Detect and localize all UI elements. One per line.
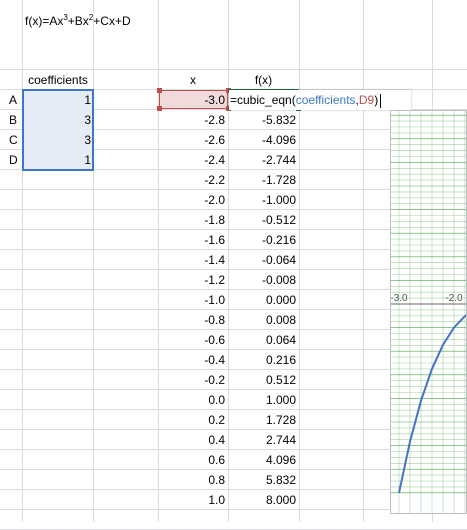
x-value-cell[interactable]: -2.0 (204, 193, 225, 207)
grid-row-line (0, 129, 467, 130)
x-value-cell[interactable]: -0.8 (204, 313, 225, 327)
fx-value-cell[interactable]: 0.512 (265, 373, 296, 387)
chart-tick-label: -2.0 (445, 293, 463, 304)
fx-value-cell[interactable]: 0.000 (265, 293, 296, 307)
grid-row-line (0, 149, 467, 150)
grid-col-line (158, 0, 159, 522)
x-value-cell[interactable]: -2.4 (204, 153, 225, 167)
fx-value-cell[interactable]: 2.744 (265, 433, 296, 447)
coefficient-value-c[interactable]: 3 (84, 133, 91, 147)
x-value-cell[interactable]: 0.0 (208, 393, 225, 407)
chart-tick-label: -3.0 (391, 293, 408, 304)
x-value-cell[interactable]: 1.0 (208, 493, 225, 507)
grid-col-line (22, 0, 23, 522)
formula-separator: , (355, 93, 359, 107)
grid-row-line (0, 349, 467, 350)
fx-value-cell[interactable]: -0.216 (261, 233, 296, 247)
fx-value-cell[interactable]: 5.832 (265, 473, 296, 487)
x-value-cell[interactable]: -1.2 (204, 273, 225, 287)
coefficient-label-a[interactable]: A (9, 93, 18, 107)
grid-row-line (0, 269, 467, 270)
grid-row-line (0, 489, 467, 490)
coefficient-label-b[interactable]: B (9, 113, 18, 127)
fx-value-cell[interactable]: 0.064 (265, 333, 296, 347)
grid-row-line (0, 469, 467, 470)
fx-value-cell[interactable]: 1.728 (265, 413, 296, 427)
fx-value-cell[interactable]: 8.000 (265, 493, 296, 507)
fx-value-cell[interactable]: -5.832 (261, 113, 296, 127)
formula-title: f(x)=Ax3+Bx2+Cx+D (25, 13, 131, 29)
fx-value-cell[interactable]: -2.744 (261, 153, 296, 167)
x-value-cell[interactable]: 0.8 (208, 473, 225, 487)
grid-row-line (0, 249, 467, 250)
fx-value-cell[interactable]: 0.216 (265, 353, 296, 367)
x-header[interactable]: x (190, 73, 196, 87)
grid-row-line (0, 429, 467, 430)
x-value-cell[interactable]: 0.4 (208, 433, 225, 447)
x-value-cell[interactable]: -0.6 (204, 333, 225, 347)
x-value-cell[interactable]: -2.8 (204, 113, 225, 127)
grid-row-line (0, 69, 467, 70)
x-value-cell[interactable]: -0.4 (204, 353, 225, 367)
coefficients-range-fill (23, 90, 94, 171)
grid-row-line (0, 389, 467, 390)
fx-value-cell[interactable]: -0.512 (261, 213, 296, 227)
grid-row-line (0, 209, 467, 210)
fx-value-cell[interactable]: 0.008 (265, 313, 296, 327)
fx-value-cell[interactable]: 1.000 (265, 393, 296, 407)
range-handle[interactable] (157, 88, 162, 93)
text-caret (380, 93, 382, 108)
x-value-cell[interactable]: -1.6 (204, 233, 225, 247)
grid-row-line (0, 509, 467, 510)
coefficient-value-b[interactable]: 3 (84, 113, 91, 127)
x-value-cell[interactable]: -2.2 (204, 173, 225, 187)
grid-col-line (93, 0, 94, 522)
range-handle[interactable] (157, 106, 162, 111)
formula-arg-coefficients: coefficients (295, 93, 356, 107)
coefficient-label-c[interactable]: C (9, 133, 18, 147)
grid-col-line (228, 0, 229, 522)
x-value-cell[interactable]: -0.2 (204, 373, 225, 387)
grid-row-line (0, 309, 467, 310)
coefficient-value-a[interactable]: 1 (84, 93, 91, 107)
grid-row-line (0, 229, 467, 230)
grid-row-line (0, 189, 467, 190)
grid-row-line (0, 289, 467, 290)
grid-row-line (0, 449, 467, 450)
fx-value-cell[interactable]: -4.096 (261, 133, 296, 147)
formula-close-paren: ) (374, 93, 379, 107)
x-value-cell[interactable]: 0.6 (208, 453, 225, 467)
fx-value-cell[interactable]: 4.096 (265, 453, 296, 467)
x-value-cell[interactable]: -3.0 (204, 93, 225, 107)
referenced-cell-d9[interactable] (159, 90, 228, 109)
grid-col-line (363, 0, 364, 522)
grid-col-line (299, 0, 300, 522)
formula-function: =cubic_eqn( (230, 93, 296, 107)
x-value-cell[interactable]: -1.4 (204, 253, 225, 267)
coefficients-range-highlight (22, 89, 94, 171)
coefficient-label-d[interactable]: D (9, 153, 18, 167)
x-value-cell[interactable]: -2.6 (204, 133, 225, 147)
grid-row-line (0, 169, 467, 170)
formula-arg-d9: D9 (358, 93, 375, 107)
fx-value-cell[interactable]: -1.000 (261, 193, 296, 207)
cell-formula-editor[interactable]: =cubic_eqn(coefficients,D9) (229, 90, 411, 110)
grid-row-line (0, 369, 467, 370)
chart-series-line (398, 314, 466, 494)
x-value-cell[interactable]: -1.8 (204, 213, 225, 227)
fx-value-cell[interactable]: -0.008 (261, 273, 296, 287)
chart-plot-area: -3.0 -2.0 (391, 111, 466, 513)
coefficients-header[interactable]: coefficients (28, 73, 88, 87)
cubic-chart[interactable]: -3.0 -2.0 (390, 110, 467, 514)
x-value-cell[interactable]: 0.2 (208, 413, 225, 427)
coefficient-value-d[interactable]: 1 (84, 153, 91, 167)
x-value-cell[interactable]: -1.0 (204, 293, 225, 307)
fx-value-cell[interactable]: -1.728 (261, 173, 296, 187)
fx-value-cell[interactable]: -0.064 (261, 253, 296, 267)
grid-row-line (0, 329, 467, 330)
grid-row-line (0, 409, 467, 410)
fx-header[interactable]: f(x) (254, 73, 273, 87)
